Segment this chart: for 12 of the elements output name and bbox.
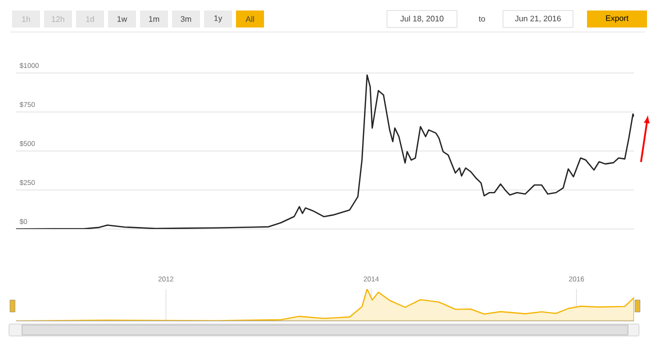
text: 1h — [22, 16, 30, 22]
text: 3m — [180, 16, 192, 22]
text: Jul 18, 2010 — [400, 16, 444, 22]
text: 1d — [86, 16, 94, 22]
text: 1w — [118, 16, 128, 22]
text: Jun 21, 2016 — [514, 16, 561, 22]
text: to — [478, 16, 485, 22]
text: 1y — [214, 15, 222, 23]
text: All — [246, 16, 254, 22]
text: 12h — [52, 16, 64, 22]
text: Export — [606, 15, 628, 23]
text: 1m — [149, 16, 160, 22]
